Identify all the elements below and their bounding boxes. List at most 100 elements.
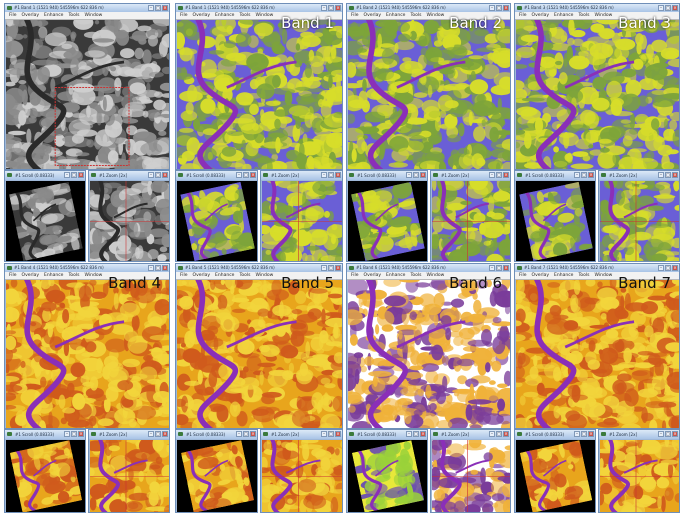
menu-item-enhance[interactable]: Enhance [554,273,574,278]
close-icon[interactable]: × [335,5,341,11]
close-icon[interactable]: × [672,5,678,11]
close-icon[interactable]: × [503,5,509,11]
menu-item-enhance[interactable]: Enhance [44,273,64,278]
scroll-view[interactable] [6,440,85,512]
zoom-view[interactable] [432,181,510,261]
minimize-icon[interactable]: – [148,5,154,11]
close-icon[interactable]: × [503,265,509,271]
minimize-icon[interactable]: – [64,172,70,178]
image-window-b4[interactable]: #1 Band 4 (1521 940) 545596m 622 836 m) –… [4,263,170,429]
menu-item-window[interactable]: Window [594,273,613,278]
zoom-view[interactable] [600,181,679,261]
close-icon[interactable]: × [250,172,256,178]
close-icon[interactable]: × [162,172,168,178]
menu-item-tools[interactable]: Tools [410,273,422,278]
maximize-icon[interactable]: □ [496,5,502,11]
title-bar[interactable]: #1 Scroll (0.08333) – □ × [515,171,595,180]
title-bar[interactable]: #1 Scroll (0.08333) – □ × [347,430,427,439]
title-bar[interactable]: #1 Band 3 (1521 940) 545596m 622 836 m) –… [515,4,679,12]
maximize-icon[interactable]: □ [328,265,334,271]
menu-item-enhance[interactable]: Enhance [554,13,574,18]
minimize-icon[interactable]: – [321,431,327,437]
menu-item-window[interactable]: Window [255,13,274,18]
menu-item-tools[interactable]: Tools [239,273,251,278]
close-icon[interactable]: × [672,431,678,437]
title-bar[interactable]: #1 Scroll (0.08333) – □ × [176,430,257,439]
close-icon[interactable]: × [420,431,426,437]
maximize-icon[interactable]: □ [243,431,249,437]
close-icon[interactable]: × [503,431,509,437]
zoom-window[interactable]: #1 Zoom [2x] – □ × [260,170,343,262]
title-bar[interactable]: #1 Scroll (0.08333) – □ × [176,171,257,180]
menu-item-window[interactable]: Window [594,13,613,18]
maximize-icon[interactable]: □ [328,172,334,178]
zoom-view[interactable] [432,440,510,512]
menu-item-overlay[interactable]: Overlay [531,13,550,18]
minimize-icon[interactable]: – [321,5,327,11]
title-bar[interactable]: #1 Scroll (0.08333) – □ × [5,171,85,180]
scroll-window[interactable]: #1 Scroll (0.08333) – □ × [175,429,258,513]
menu-item-tools[interactable]: Tools [410,13,422,18]
scroll-view[interactable] [177,440,257,512]
title-bar[interactable]: #1 Zoom [2x] – □ × [599,171,679,180]
maximize-icon[interactable]: □ [71,431,77,437]
menu-item-window[interactable]: Window [84,13,103,18]
menu-item-enhance[interactable]: Enhance [215,13,235,18]
close-icon[interactable]: × [588,172,594,178]
menu-item-file[interactable]: File [519,273,527,278]
close-icon[interactable]: × [250,431,256,437]
scroll-window[interactable]: #1 Scroll (0.08333) – □ × [4,429,86,513]
maximize-icon[interactable]: □ [413,172,419,178]
scroll-view[interactable] [348,440,427,512]
menu-item-file[interactable]: File [9,13,17,18]
zoom-window[interactable]: #1 Zoom [2x] – □ × [260,429,343,513]
maximize-icon[interactable]: □ [328,5,334,11]
zoom-window[interactable]: #1 Zoom [2x] – □ × [598,429,680,513]
scroll-window[interactable]: #1 Scroll (0.08333) – □ × [175,170,258,262]
minimize-icon[interactable]: – [489,172,495,178]
minimize-icon[interactable]: – [236,172,242,178]
scroll-view[interactable] [516,181,595,261]
scroll-view[interactable] [348,181,427,261]
menu-item-window[interactable]: Window [426,13,445,18]
menu-item-tools[interactable]: Tools [578,13,590,18]
maximize-icon[interactable]: □ [496,265,502,271]
minimize-icon[interactable]: – [148,265,154,271]
maximize-icon[interactable]: □ [665,265,671,271]
scroll-window[interactable]: #1 Scroll (0.08333) – □ × [514,170,596,262]
title-bar[interactable]: #1 Band 6 (1521 940) 545596m 622 836 m) –… [347,264,510,272]
zoom-window[interactable]: #1 Zoom [2x] – □ × [430,170,511,262]
maximize-icon[interactable]: □ [581,431,587,437]
title-bar[interactable]: #1 Zoom [2x] – □ × [261,430,342,439]
scroll-view[interactable] [516,440,595,512]
image-window-b3[interactable]: #1 Band 3 (1521 940) 545596m 622 836 m) –… [514,3,680,170]
close-icon[interactable]: × [335,172,341,178]
maximize-icon[interactable]: □ [328,431,334,437]
image-window-b1[interactable]: #1 Band 1 (1521 940) 545596m 622 836 m) –… [175,3,343,170]
close-icon[interactable]: × [162,5,168,11]
minimize-icon[interactable]: – [658,431,664,437]
menu-item-tools[interactable]: Tools [239,13,251,18]
minimize-icon[interactable]: – [489,265,495,271]
zoom-window[interactable]: #1 Zoom [2x] – □ × [88,429,170,513]
close-icon[interactable]: × [420,172,426,178]
close-icon[interactable]: × [162,431,168,437]
zoom-view[interactable] [262,440,342,512]
minimize-icon[interactable]: – [64,431,70,437]
title-bar[interactable]: #1 Zoom [2x] – □ × [431,430,510,439]
maximize-icon[interactable]: □ [155,172,161,178]
menu-item-enhance[interactable]: Enhance [215,273,235,278]
title-bar[interactable]: #1 Band 5 (1521 940) 545596m 622 836 m) –… [176,264,342,272]
image-view[interactable] [177,20,342,169]
close-icon[interactable]: × [503,172,509,178]
image-view[interactable] [516,280,679,428]
minimize-icon[interactable]: – [658,172,664,178]
maximize-icon[interactable]: □ [243,172,249,178]
image-view[interactable] [516,20,679,169]
menu-item-overlay[interactable]: Overlay [192,273,211,278]
minimize-icon[interactable]: – [321,172,327,178]
menu-item-overlay[interactable]: Overlay [21,13,40,18]
title-bar[interactable]: #1 Scroll (0.08333) – □ × [347,171,427,180]
title-bar[interactable]: #1 Band 1 (1521 940) 545596m 622 836 m) –… [5,4,169,12]
minimize-icon[interactable]: – [148,172,154,178]
